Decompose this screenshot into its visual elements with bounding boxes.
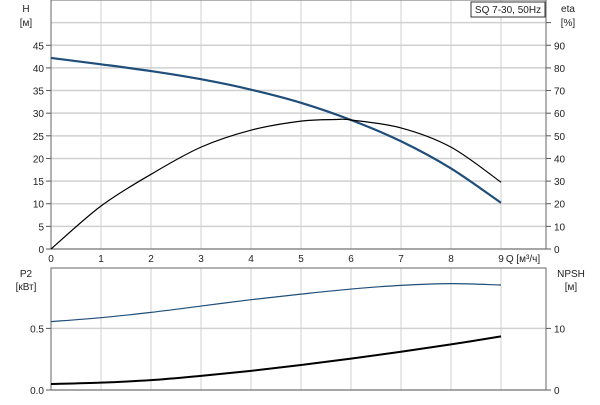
left-tick-label: 5 bbox=[38, 222, 44, 233]
left-tick-label: 40 bbox=[33, 64, 45, 75]
curves bbox=[50, 56, 502, 386]
h-axis-name: H bbox=[22, 4, 29, 15]
left-tick-label: 25 bbox=[33, 132, 45, 143]
right-tick-label: 30 bbox=[554, 177, 566, 188]
left-tick-label: 45 bbox=[33, 41, 45, 52]
legend-text: SQ 7-30, 50Hz bbox=[475, 5, 541, 16]
left-tick-label: 15 bbox=[33, 177, 45, 188]
right-tick-label: 60 bbox=[554, 109, 566, 120]
left-tick-label: 35 bbox=[33, 87, 45, 98]
bottom-plot-frame bbox=[50, 267, 547, 391]
left-tick-label: 30 bbox=[33, 109, 45, 120]
x-tick-label: 7 bbox=[398, 254, 404, 265]
left-tick-label: 0 bbox=[38, 245, 44, 256]
bottom-series-0-line bbox=[50, 283, 502, 323]
top-plot-frame bbox=[50, 0, 547, 250]
x-tick-label: 0 bbox=[48, 254, 54, 265]
left-tick-label: 0.0 bbox=[30, 386, 44, 397]
top-series-1-line bbox=[50, 118, 502, 250]
top-grid: 0 1 2 3 4 5 6 7 8 9051015202530354045010203040506… bbox=[33, 0, 566, 265]
x-tick-label: 9 bbox=[498, 254, 504, 265]
x-tick-label: 6 bbox=[348, 254, 354, 265]
npsh-axis-unit: [м] bbox=[565, 282, 578, 293]
left-tick-label: 0.5 bbox=[30, 324, 44, 335]
right-tick-label: 90 bbox=[554, 41, 566, 52]
x-tick-label: 2 bbox=[148, 254, 154, 265]
right-tick-label: 0 bbox=[554, 386, 560, 397]
right-tick-label: 10 bbox=[554, 222, 566, 233]
eta-axis-unit: [%] bbox=[561, 18, 576, 29]
x-tick-label: 4 bbox=[248, 254, 254, 265]
right-tick-label: 20 bbox=[554, 200, 566, 211]
right-tick-label: 50 bbox=[554, 132, 566, 143]
npsh-axis-name: NPSH bbox=[557, 269, 585, 280]
p2-axis-unit: [кВт] bbox=[16, 282, 37, 293]
x-tick-label: 8 bbox=[448, 254, 454, 265]
right-tick-label: 70 bbox=[554, 87, 566, 98]
x-tick-label: 5 bbox=[298, 254, 304, 265]
bottom-grid: 0.0 0.5 0 10 bbox=[30, 267, 566, 397]
top-series-0-line bbox=[50, 56, 502, 204]
legend-box bbox=[470, 1, 546, 18]
bottom-series-1-line bbox=[50, 335, 502, 386]
h-axis-unit: [м] bbox=[20, 18, 33, 29]
right-tick-label: 10 bbox=[554, 324, 566, 335]
right-tick-label: 0 bbox=[554, 245, 560, 256]
x-tick-label: 1 bbox=[98, 254, 104, 265]
labels: H [м] eta [%] SQ 7-30, 50Hz Q [м³/ч] P2 … bbox=[16, 1, 585, 293]
left-tick-label: 20 bbox=[33, 154, 45, 165]
right-tick-label: 80 bbox=[554, 64, 566, 75]
right-tick-label: 40 bbox=[554, 154, 566, 165]
p2-axis-name: P2 bbox=[20, 269, 33, 280]
left-tick-label: 10 bbox=[33, 200, 45, 211]
x-axis-label: Q [м³/ч] bbox=[506, 254, 541, 265]
eta-axis-name: eta bbox=[561, 4, 575, 15]
x-tick-label: 3 bbox=[198, 254, 204, 265]
